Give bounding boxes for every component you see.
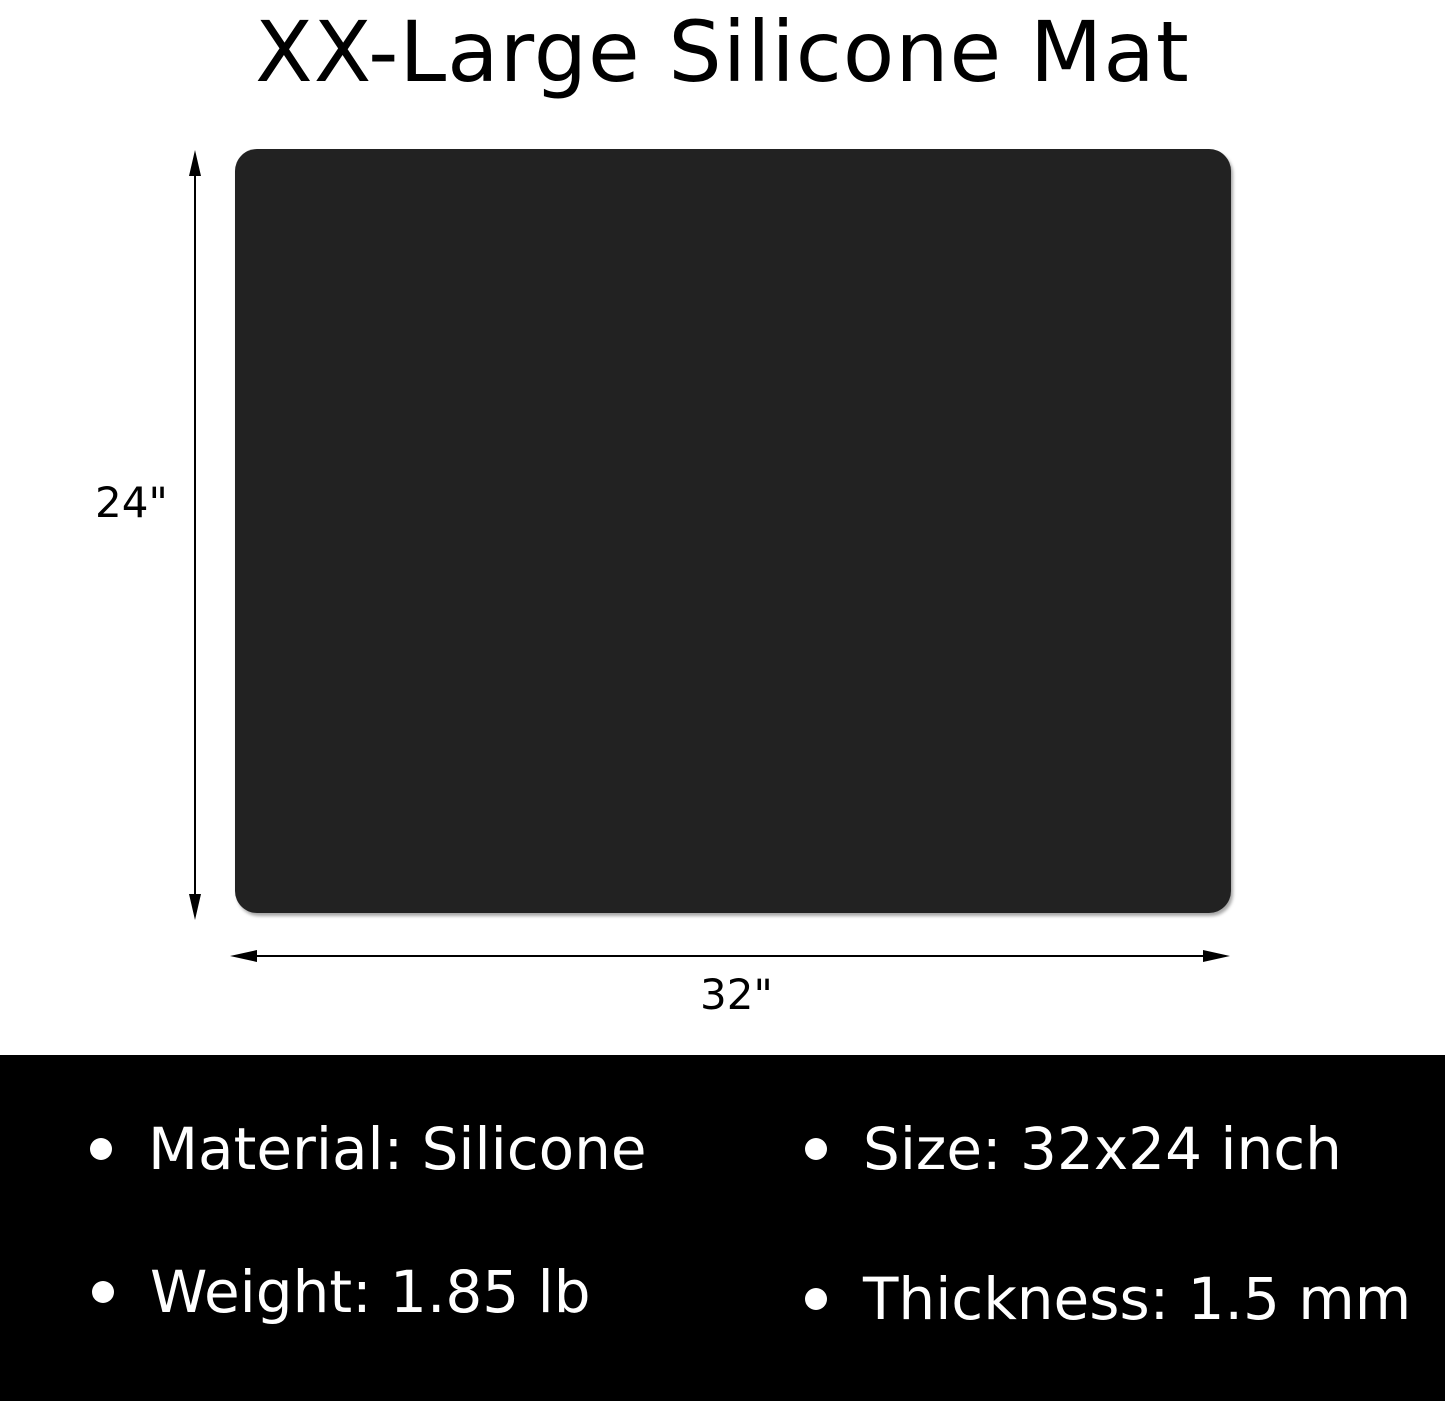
height-label: 24" — [95, 478, 168, 527]
spec-item: Size: 32x24 inch — [805, 1115, 1342, 1183]
page-title: XX-Large Silicone Mat — [255, 3, 1190, 101]
dimension-arrows — [189, 150, 1230, 962]
bullet-icon — [805, 1288, 827, 1310]
spec-item: Material: Silicone — [90, 1115, 647, 1183]
spec-material: Material: Silicone — [148, 1115, 647, 1183]
width-arrow — [230, 950, 1230, 962]
bullet-icon — [90, 1138, 112, 1160]
spec-item: Thickness: 1.5 mm — [805, 1265, 1411, 1333]
spec-thickness: Thickness: 1.5 mm — [863, 1265, 1412, 1333]
bullet-icon — [92, 1281, 114, 1303]
specs-panel — [0, 1055, 1445, 1401]
height-arrow — [189, 150, 201, 920]
spec-weight: Weight: 1.85 lb — [150, 1258, 591, 1326]
width-label: 32" — [700, 970, 773, 1019]
silicone-mat-image — [235, 149, 1231, 913]
spec-size: Size: 32x24 inch — [863, 1115, 1342, 1183]
spec-item: Weight: 1.85 lb — [92, 1258, 591, 1326]
bullet-icon — [805, 1138, 827, 1160]
